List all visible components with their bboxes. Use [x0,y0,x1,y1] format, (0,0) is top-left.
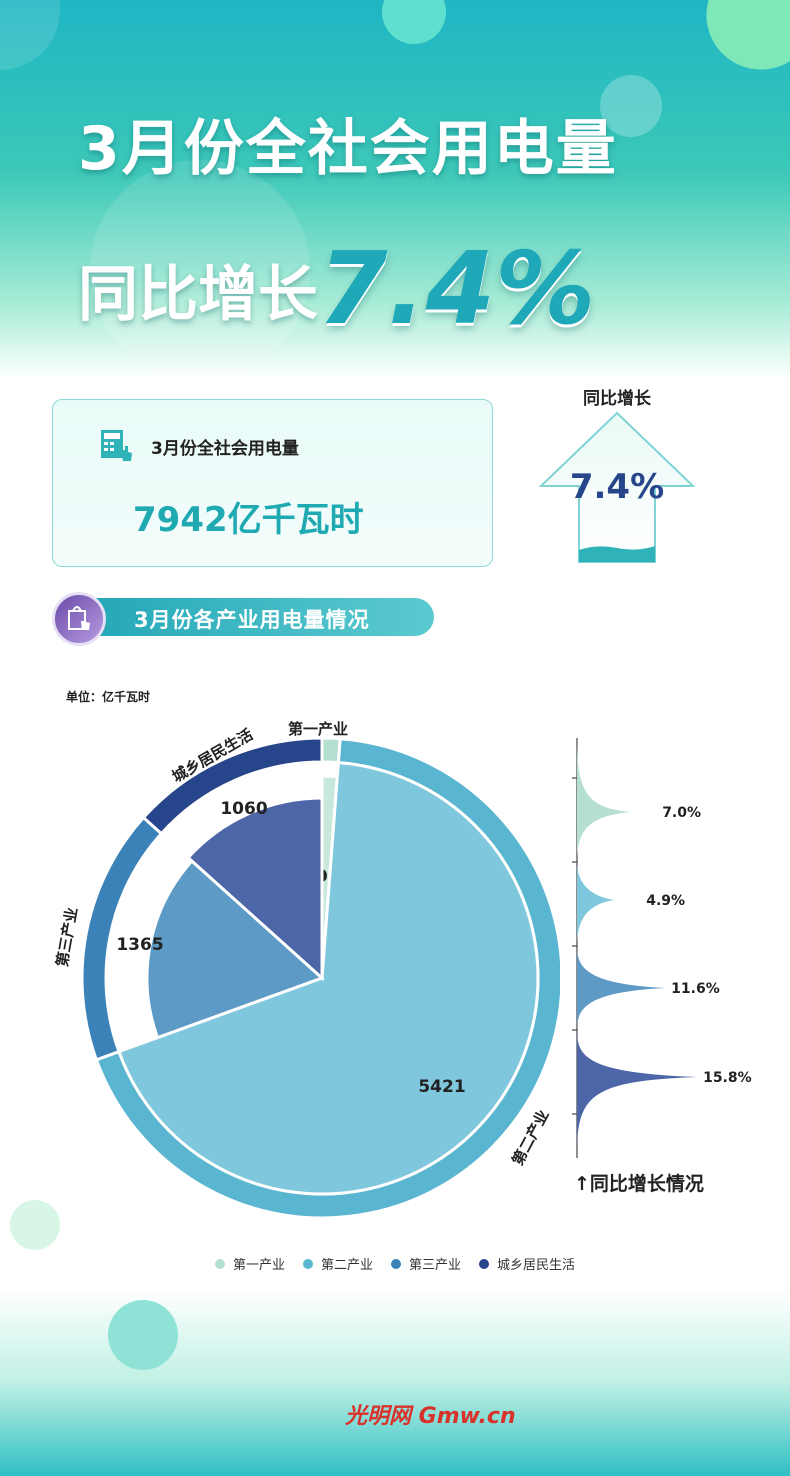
hero-banner: 3月份全社会用电量 同比增长7.4% [0,0,790,380]
legend-label: 城乡居民生活 [497,1258,576,1273]
decor-bubble [600,75,662,137]
gmw-logo: 光明网 Gmw.cn [345,1404,516,1429]
pie-slice-3 [145,858,325,1040]
footer-band [0,1200,790,1476]
pie-slice-4 [186,796,324,982]
pie-legend: 第一产业 第二产业 第三产业 城乡居民生活 [0,1254,790,1273]
growth-value-label: 4.9% [646,893,685,909]
legend-swatch [214,1258,225,1269]
growth-value: 7.4% [569,467,665,507]
growth-value-label: 15.8% [703,1070,752,1086]
growth-spike [577,738,631,862]
subtitle-prefix: 同比增长 [78,260,318,330]
calculator-touch-icon [101,430,132,461]
growth-spike [577,862,615,946]
pie-slice-2 [117,761,540,1196]
pie-value-label: 1060 [220,799,267,819]
growth-spike [577,946,666,1030]
legend-item: 第三产业 [391,1254,461,1273]
legend-swatch [479,1258,490,1269]
shopping-bag-touch-icon [52,592,106,646]
summary-label: 3月份全社会用电量 [151,439,299,459]
legend-item: 第一产业 [214,1254,285,1273]
up-arrow-icon [538,411,696,563]
unit-label: 单位：亿千瓦时 [66,690,151,704]
legend-swatch [302,1258,313,1269]
growth-spike [577,1030,698,1158]
legend-label: 第一产业 [232,1258,285,1273]
legend-item: 城乡居民生活 [479,1254,575,1273]
legend-item: 第二产业 [302,1254,373,1273]
pie-value-label: 5421 [418,1077,465,1097]
section-header: 3月份各产业用电量情况 [52,592,434,646]
decor-bubble [108,1300,178,1370]
pie-value-label: 1365 [116,935,163,955]
growth-value-label: 11.6% [671,981,720,997]
growth-arrow-panel: 同比增长 7.4% [537,380,697,570]
growth-value-label: 7.0% [662,805,701,821]
growth-label: 同比增长 [583,389,651,409]
legend-label: 第三产业 [409,1258,462,1273]
main-title: 3月份全社会用电量 [78,114,618,184]
summary-card: 3月份全社会用电量 7942亿千瓦时 [52,399,493,567]
decor-bubble [382,0,446,44]
pie-category-label: 第一产业 [288,720,348,738]
legend-swatch [391,1258,401,1269]
growth-chart-title: ↑同比增长情况 [574,1172,704,1195]
section-title-bar: 3月份各产业用电量情况 [92,598,434,636]
summary-value: 7942亿千瓦时 [133,500,364,540]
decor-bubble [10,1200,60,1250]
legend-label: 第二产业 [320,1258,373,1273]
pie-ring-4 [141,736,324,836]
pie-category-label: 第三产业 [53,906,81,968]
headline-growth-value: 7.4% [318,230,596,347]
section-title: 3月份各产业用电量情况 [134,608,370,632]
growth-spike-chart: 7.0% 4.9% 11.6% 15.8% ↑同比增长情况 [572,738,752,1195]
decor-bubble [0,0,60,70]
main-subtitle: 同比增长7.4% [78,230,595,347]
decor-bubble [90,160,310,380]
